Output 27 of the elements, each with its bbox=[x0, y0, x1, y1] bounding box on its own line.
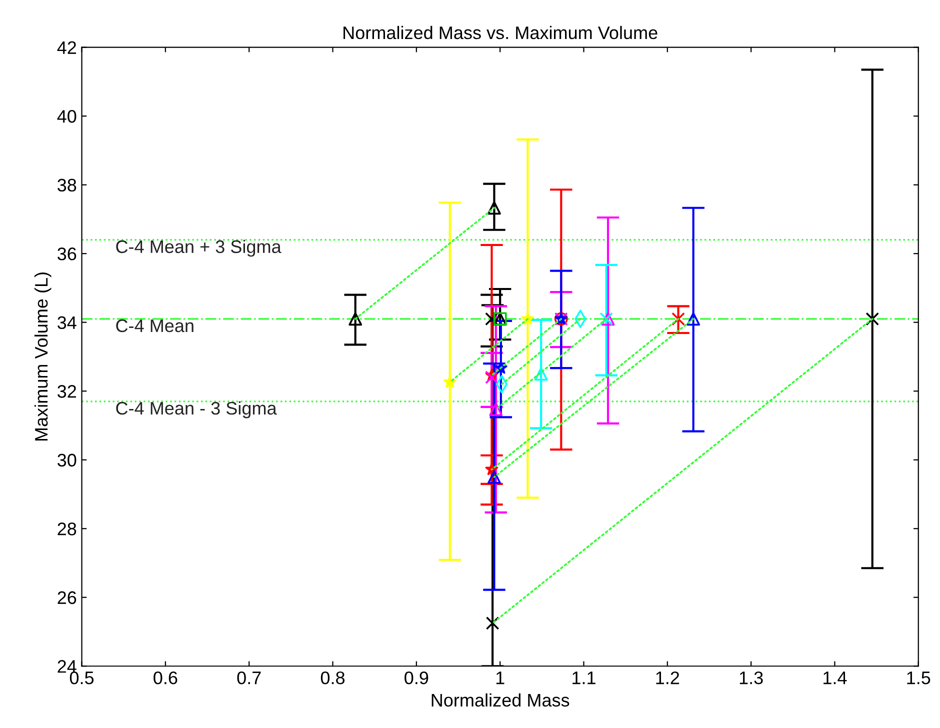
y-tick-label: 34 bbox=[58, 316, 76, 330]
x-tick-label: 0.7 bbox=[237, 671, 261, 684]
x-tick-label: 0.5 bbox=[70, 671, 94, 684]
x-tick-label: 1.3 bbox=[740, 671, 763, 684]
y-tick-label: 42 bbox=[57, 41, 76, 54]
x-tick-label: 0.6 bbox=[154, 671, 178, 684]
y-axis-title: Maximum Volume (L) bbox=[34, 272, 52, 441]
y-tick-label: 26 bbox=[58, 591, 76, 604]
x-tick-label: 1 bbox=[496, 672, 504, 684]
x-tick-label: 1.4 bbox=[824, 672, 847, 684]
y-tick-label: 28 bbox=[58, 522, 76, 536]
ref-line-label: C-4 Mean bbox=[116, 319, 194, 332]
x-tick-label: 0.8 bbox=[320, 671, 345, 684]
x-tick-label: 1.1 bbox=[572, 672, 596, 684]
y-tick-label: 36 bbox=[58, 248, 76, 260]
x-tick-label: 1.5 bbox=[907, 672, 930, 684]
x-tick-label: 1.2 bbox=[656, 671, 680, 684]
y-tick-label: 32 bbox=[58, 385, 76, 398]
x-tick-label: 0.9 bbox=[404, 671, 428, 684]
x-axis-title: Normalized Mass bbox=[432, 693, 570, 707]
y-tick-label: 30 bbox=[58, 454, 76, 467]
ref-line-label: C-4 Mean + 3 Sigma bbox=[116, 240, 282, 257]
chart-title: Normalized Mass vs. Maximum Volume bbox=[344, 26, 658, 40]
y-tick-label: 40 bbox=[57, 110, 76, 123]
ref-line-label: C-4 Mean - 3 Sigma bbox=[116, 401, 277, 418]
y-tick-label: 38 bbox=[58, 178, 76, 192]
y-tick-label: 24 bbox=[58, 660, 76, 673]
